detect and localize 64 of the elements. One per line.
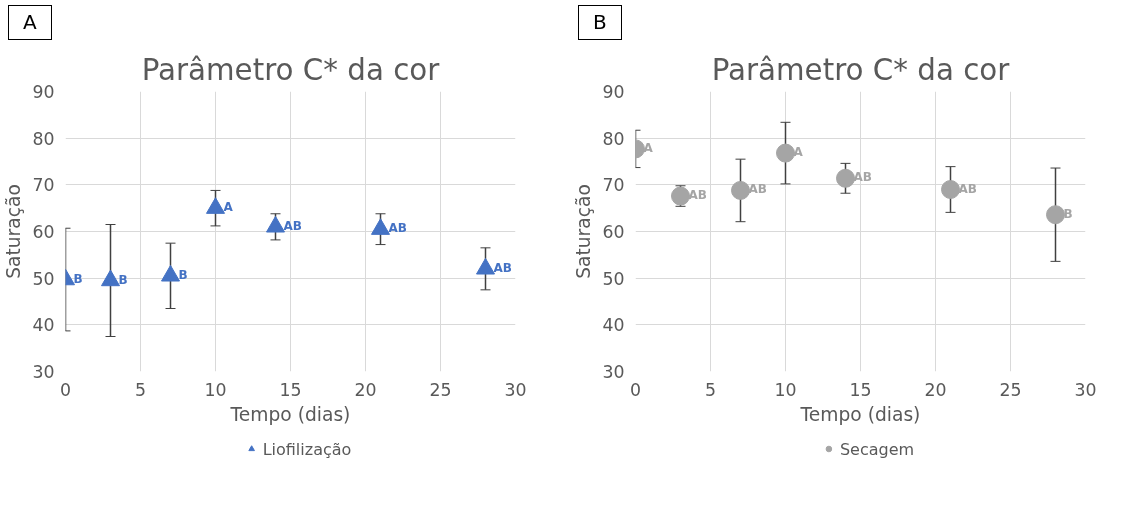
data-label: AB <box>958 181 977 196</box>
x-tick-label: 10 <box>204 379 227 400</box>
x-tick-label: 25 <box>429 379 452 400</box>
x-tick-label: 15 <box>279 379 302 400</box>
data-label: AB <box>493 260 512 275</box>
y-tick-label: 90 <box>602 81 625 102</box>
point <box>371 217 390 235</box>
data-label: AB <box>388 220 407 235</box>
data-label: AB <box>853 169 872 184</box>
y-axis-title: Saturação <box>573 183 595 279</box>
x-tick-label: 10 <box>774 379 797 400</box>
y-tick-label: 50 <box>602 268 625 289</box>
chart-title: Parâmetro C* da cor <box>711 52 1011 87</box>
y-tick-label: 30 <box>602 361 625 382</box>
data-label: A <box>643 140 654 155</box>
point <box>776 143 795 163</box>
text: B <box>593 9 607 36</box>
y-tick-label: 50 <box>32 268 55 289</box>
data-label: AB <box>748 182 767 196</box>
x-tick-label: 20 <box>354 379 377 400</box>
x-axis-title: Tempo (dias) <box>229 403 351 425</box>
x-tick-label: 0 <box>59 379 72 400</box>
x-tick-label: 20 <box>924 379 947 400</box>
x-tick-label: 30 <box>504 379 527 400</box>
x-tick-label: 5 <box>134 379 147 400</box>
point <box>671 186 690 206</box>
y-tick-label: 70 <box>602 174 625 195</box>
y-tick-label: 80 <box>602 128 625 149</box>
text: A <box>23 9 37 36</box>
point <box>731 180 750 200</box>
data-label: B <box>73 271 83 286</box>
y-axis-title: Saturação <box>3 183 25 279</box>
y-tick-label: 60 <box>32 221 55 242</box>
y-tick-label: 80 <box>32 128 55 149</box>
data-label: B <box>118 272 128 287</box>
y-tick-label: 40 <box>602 314 625 335</box>
data-label: AB <box>688 187 707 202</box>
point <box>206 196 225 214</box>
y-tick-label: 70 <box>32 174 55 195</box>
x-tick-label: 5 <box>704 379 717 400</box>
x-tick-label: 25 <box>999 379 1022 400</box>
legend-label: Liofilização <box>262 439 352 459</box>
point <box>836 168 855 188</box>
y-tick-label: 30 <box>32 361 55 382</box>
legend-label: Secagem <box>839 439 915 459</box>
data-label: AB <box>283 218 302 233</box>
chart-title: Parâmetro C* da cor <box>141 52 441 87</box>
point <box>266 215 285 233</box>
x-tick-label: 0 <box>629 379 642 400</box>
point <box>101 269 120 286</box>
data-label: B <box>178 267 188 282</box>
point <box>476 257 495 275</box>
data-label: A <box>793 144 804 159</box>
x-tick-label: 30 <box>1074 379 1097 400</box>
y-tick-label: 40 <box>32 314 55 335</box>
point <box>161 264 180 282</box>
y-tick-label: 60 <box>602 221 625 242</box>
x-tick-label: 15 <box>849 379 872 400</box>
x-axis-title: Tempo (dias) <box>799 403 921 425</box>
data-label: A <box>223 199 234 214</box>
point <box>941 179 960 199</box>
data-label: B <box>1063 206 1073 221</box>
point <box>1046 204 1065 224</box>
y-tick-label: 90 <box>32 81 55 102</box>
